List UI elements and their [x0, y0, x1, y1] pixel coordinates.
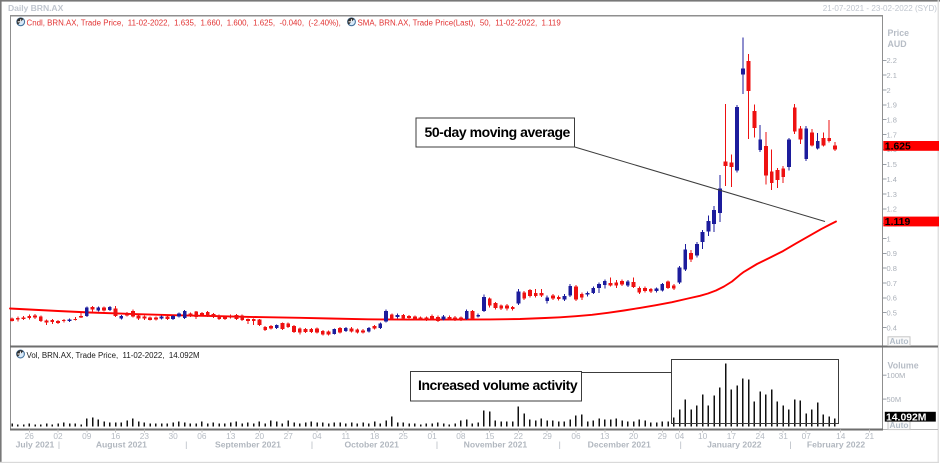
- svg-text:04: 04: [312, 431, 322, 441]
- svg-text:1: 1: [887, 234, 891, 243]
- svg-text:09: 09: [82, 431, 92, 441]
- svg-text:25: 25: [399, 431, 409, 441]
- svg-text:14.092M: 14.092M: [886, 412, 926, 423]
- svg-text:20: 20: [255, 431, 265, 441]
- svg-text:18: 18: [370, 431, 380, 441]
- svg-text:July 2021: July 2021: [16, 440, 55, 450]
- svg-text:21: 21: [865, 431, 875, 441]
- svg-text:AUD: AUD: [888, 39, 907, 49]
- svg-text:|: |: [789, 440, 791, 450]
- svg-text:0.6: 0.6: [887, 294, 897, 303]
- svg-text:Auto: Auto: [889, 336, 908, 346]
- svg-text:October 2021: October 2021: [344, 440, 399, 450]
- svg-text:27: 27: [284, 431, 294, 441]
- svg-text:1.5: 1.5: [887, 160, 897, 169]
- svg-text:September 2021: September 2021: [215, 440, 281, 450]
- svg-text:11: 11: [341, 431, 350, 441]
- svg-text:|: |: [680, 440, 682, 450]
- svg-text:31: 31: [779, 431, 789, 441]
- svg-text:1.9: 1.9: [887, 101, 897, 110]
- svg-text:February 2022: February 2022: [807, 440, 866, 450]
- svg-text:100M: 100M: [887, 371, 906, 380]
- svg-text:|: |: [185, 440, 187, 450]
- svg-text:13: 13: [600, 431, 610, 441]
- svg-text:|: |: [311, 440, 313, 450]
- svg-text:1.3: 1.3: [887, 190, 897, 199]
- svg-text:22: 22: [514, 431, 524, 441]
- svg-text:26: 26: [25, 431, 35, 441]
- svg-text:10: 10: [698, 431, 708, 441]
- svg-text:August 2021: August 2021: [96, 440, 147, 450]
- svg-text:1.7: 1.7: [887, 130, 897, 139]
- svg-text:November 2021: November 2021: [464, 440, 528, 450]
- svg-text:04: 04: [675, 431, 685, 441]
- svg-text:Increased volume activity: Increased volume activity: [418, 377, 578, 393]
- svg-text:January 2022: January 2022: [707, 440, 762, 450]
- svg-text:0.8: 0.8: [887, 264, 897, 273]
- svg-text:2: 2: [887, 86, 891, 95]
- svg-text:1.625: 1.625: [885, 142, 911, 153]
- svg-text:1.4: 1.4: [887, 175, 897, 184]
- svg-text:17: 17: [727, 431, 737, 441]
- svg-text:50-day moving average: 50-day moving average: [425, 124, 571, 140]
- svg-text:Vol, BRN.AX, Trade Price, 11-: Vol, BRN.AX, Trade Price, 11-02-2022, 14…: [27, 351, 200, 360]
- svg-text:2.2: 2.2: [887, 56, 897, 65]
- svg-text:|: |: [559, 440, 561, 450]
- svg-text:23: 23: [140, 431, 150, 441]
- svg-text:50M: 50M: [887, 395, 902, 404]
- svg-text:2.1: 2.1: [887, 71, 897, 80]
- svg-text:06: 06: [571, 431, 581, 441]
- svg-text:16: 16: [111, 431, 121, 441]
- svg-text:Volume: Volume: [888, 361, 919, 371]
- svg-text:06: 06: [197, 431, 207, 441]
- svg-text:0.5: 0.5: [887, 309, 897, 318]
- svg-text:SMA, BRN.AX, Trade Price(Last): SMA, BRN.AX, Trade Price(Last), 50, 11-0…: [358, 18, 562, 27]
- svg-text:01: 01: [427, 431, 437, 441]
- svg-text:Auto: Auto: [889, 420, 908, 430]
- svg-text:0.4: 0.4: [887, 323, 897, 332]
- svg-text:24: 24: [755, 431, 765, 441]
- svg-text:December 2021: December 2021: [588, 440, 651, 450]
- svg-text:29: 29: [658, 431, 668, 441]
- svg-text:1.8: 1.8: [887, 116, 897, 125]
- svg-text:02: 02: [53, 431, 63, 441]
- svg-text:21-07-2021 - 23-02-2022 (SYD): 21-07-2021 - 23-02-2022 (SYD): [823, 4, 938, 13]
- svg-text:Price: Price: [888, 28, 910, 38]
- svg-text:|: |: [58, 440, 60, 450]
- svg-text:Cndl, BRN.AX, Trade Price, 11: Cndl, BRN.AX, Trade Price, 11-02-2022, 1…: [27, 18, 341, 27]
- svg-text:20: 20: [629, 431, 639, 441]
- svg-text:1.119: 1.119: [885, 217, 911, 228]
- svg-text:30: 30: [168, 431, 178, 441]
- svg-text:07: 07: [802, 431, 812, 441]
- svg-text:|: |: [436, 440, 438, 450]
- svg-text:Daily BRN.AX: Daily BRN.AX: [8, 3, 64, 13]
- svg-text:13: 13: [226, 431, 236, 441]
- svg-text:29: 29: [543, 431, 553, 441]
- svg-text:14: 14: [836, 431, 846, 441]
- svg-text:1.2: 1.2: [887, 205, 897, 214]
- svg-text:08: 08: [456, 431, 466, 441]
- svg-text:15: 15: [485, 431, 495, 441]
- svg-text:0.9: 0.9: [887, 249, 897, 258]
- svg-text:0.7: 0.7: [887, 279, 897, 288]
